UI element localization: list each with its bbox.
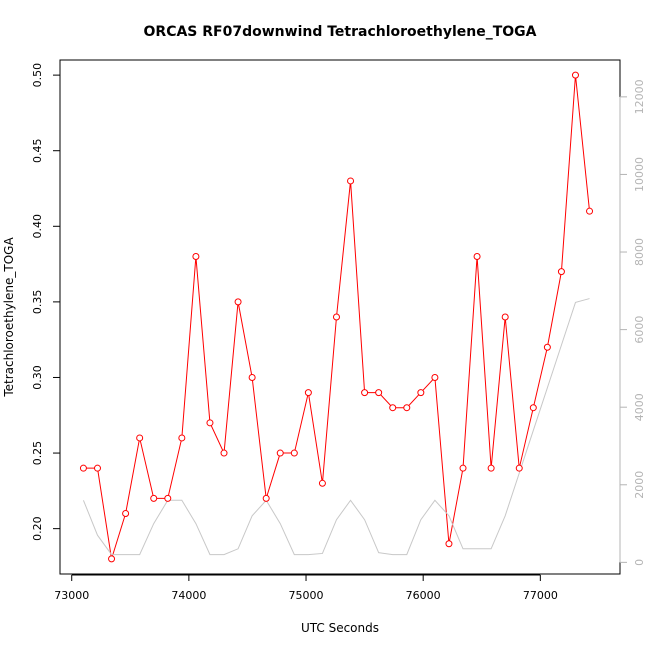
y-tick-label: 0.25 <box>31 441 44 466</box>
data-point <box>543 343 551 351</box>
y-axis-label: Tetrachloroethylene_TOGA <box>2 237 16 398</box>
data-point <box>529 404 537 412</box>
x-tick-label: 74000 <box>171 589 206 602</box>
data-point <box>276 449 284 457</box>
y2-tick-label: 12000 <box>633 79 646 114</box>
data-point <box>487 464 495 472</box>
data-point <box>220 449 228 457</box>
x-tick-label: 77000 <box>523 589 558 602</box>
x-tick-label: 76000 <box>406 589 441 602</box>
y-axis: 0.20 0.25 0.30 0.35 0.40 0.45 0.50 <box>31 63 61 541</box>
data-points <box>79 71 594 563</box>
y2-tick-label: 6000 <box>633 316 646 344</box>
chart-title: ORCAS RF07downwind Tetrachloroethylene_T… <box>144 24 537 40</box>
data-point <box>431 373 439 381</box>
x-axis-label: UTC Seconds <box>301 621 379 635</box>
x-tick-label: 75000 <box>289 589 324 602</box>
y2-axis: 0 2000 4000 6000 8000 10000 12000 <box>619 79 646 566</box>
x-axis: 73000 74000 75000 76000 77000 <box>54 574 558 602</box>
y2-tick-label: 8000 <box>633 238 646 266</box>
data-point <box>501 313 509 321</box>
data-point <box>122 510 130 518</box>
data-point <box>571 71 579 79</box>
y-tick-label: 0.45 <box>31 138 44 163</box>
data-point <box>473 253 481 261</box>
data-point <box>389 404 397 412</box>
data-point <box>445 540 453 548</box>
data-point <box>290 449 298 457</box>
y-tick-label: 0.20 <box>31 516 44 541</box>
y-tick-label: 0.50 <box>31 63 44 88</box>
data-point <box>403 404 411 412</box>
y-tick-label: 0.35 <box>31 290 44 315</box>
data-point <box>361 389 369 397</box>
data-point <box>557 268 565 276</box>
data-point <box>178 434 186 442</box>
data-point <box>515 464 523 472</box>
y2-tick-label: 10000 <box>633 157 646 192</box>
data-point <box>304 389 312 397</box>
data-point <box>192 253 200 261</box>
y2-tick-label: 2000 <box>633 471 646 499</box>
secondary-line <box>82 298 590 556</box>
data-point <box>164 494 172 502</box>
x-tick-label: 73000 <box>54 589 89 602</box>
data-point <box>347 177 355 185</box>
data-point <box>262 494 270 502</box>
data-point <box>206 419 214 427</box>
data-point <box>417 389 425 397</box>
data-point <box>234 298 242 306</box>
y-tick-label: 0.40 <box>31 214 44 239</box>
data-point <box>93 464 101 472</box>
y-tick-label: 0.30 <box>31 365 44 390</box>
data-point <box>318 479 326 487</box>
data-point <box>459 464 467 472</box>
data-point <box>136 434 144 442</box>
data-point <box>332 313 340 321</box>
data-point <box>375 389 383 397</box>
data-point <box>150 494 158 502</box>
y2-tick-label: 0 <box>633 559 646 566</box>
data-point <box>248 373 256 381</box>
data-point <box>79 464 87 472</box>
plot-box <box>59 59 621 575</box>
data-point <box>108 555 116 563</box>
y2-tick-label: 4000 <box>633 393 646 421</box>
data-point <box>586 207 594 215</box>
